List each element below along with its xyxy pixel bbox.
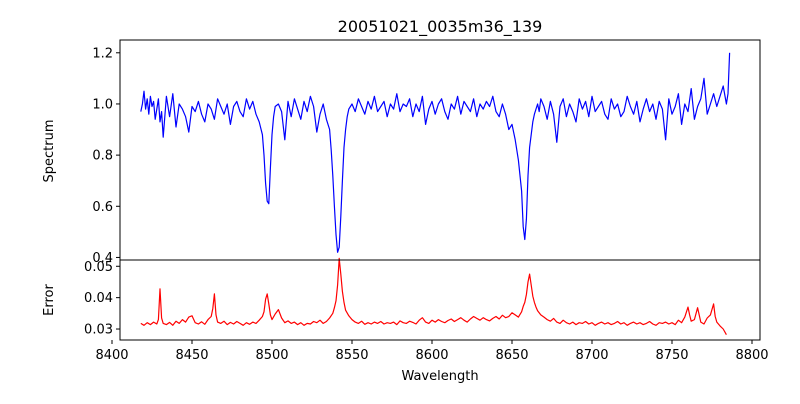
error-panel-frame (119, 259, 761, 341)
x-axis-title: Wavelength (401, 369, 478, 384)
error-y-axis-title: Error (42, 284, 57, 316)
x-tick-label: 8600 (415, 348, 448, 363)
error-series-line (140, 257, 727, 335)
spectrum-series-line (140, 52, 731, 253)
error-y-tick-label: 0.05 (84, 260, 113, 275)
spectrum-y-tick-label: 1.2 (92, 46, 113, 61)
error-y-tick-label: 0.04 (84, 291, 113, 306)
spectrum-y-tick-label: 1.0 (92, 97, 113, 112)
x-tick-label: 8650 (495, 348, 528, 363)
spectrum-y-axis-title: Spectrum (42, 120, 57, 183)
x-tick-label: 8750 (655, 348, 688, 363)
spectrum-y-tick-label: 0.8 (92, 149, 113, 164)
x-tick-label: 8450 (175, 348, 208, 363)
spectrum-y-tick-label: 0.6 (92, 200, 113, 215)
x-tick-label: 8550 (335, 348, 368, 363)
error-y-tick-label: 0.03 (84, 323, 113, 338)
x-tick-label: 8700 (575, 348, 608, 363)
x-tick-label: 8400 (95, 348, 128, 363)
x-tick-label: 8800 (735, 348, 768, 363)
spectrum-y-tick-label: 0.4 (92, 251, 113, 266)
plot-layer: 0.4 0.6 0.8 1.0 1.2 0.03 0.04 0.05 8400 8450 8500 8… (84, 39, 769, 363)
x-tick-label: 8500 (255, 348, 288, 363)
chart-title: 20051021_0035m36_139 (338, 17, 543, 37)
